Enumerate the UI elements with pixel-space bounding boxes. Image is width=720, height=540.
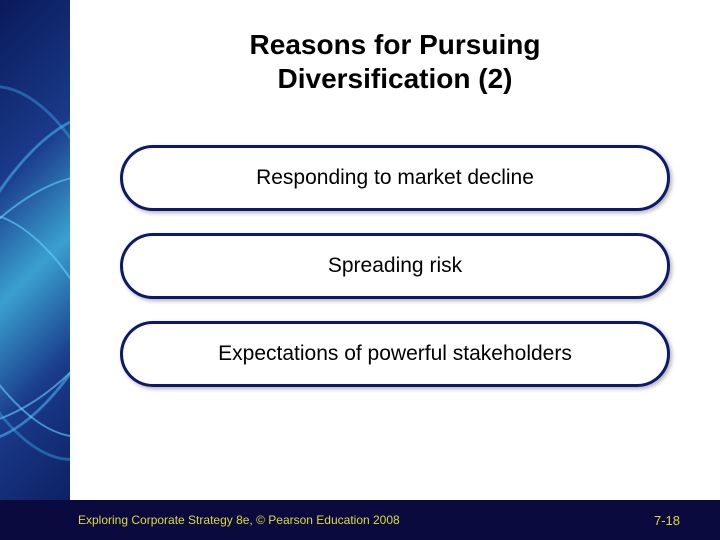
slide-number: 7-18 [654, 513, 680, 528]
reason-pill: Spreading risk [120, 233, 670, 299]
pill-label: Expectations of powerful stakeholders [218, 342, 572, 366]
reason-pill: Expectations of powerful stakeholders [120, 321, 670, 387]
reason-pill: Responding to market decline [120, 145, 670, 211]
footer-attribution: Exploring Corporate Strategy 8e, © Pears… [78, 513, 400, 527]
slide-title: Reasons for Pursuing Diversification (2) [100, 28, 690, 95]
decorative-sidebar [0, 0, 70, 540]
pill-label: Spreading risk [328, 254, 462, 278]
slide-content: Reasons for Pursuing Diversification (2)… [70, 0, 720, 500]
pill-list: Responding to market decline Spreading r… [100, 145, 690, 387]
title-line-2: Diversification (2) [278, 63, 513, 94]
slide-footer: Exploring Corporate Strategy 8e, © Pears… [0, 500, 720, 540]
pill-label: Responding to market decline [256, 166, 534, 190]
title-line-1: Reasons for Pursuing [250, 29, 541, 60]
